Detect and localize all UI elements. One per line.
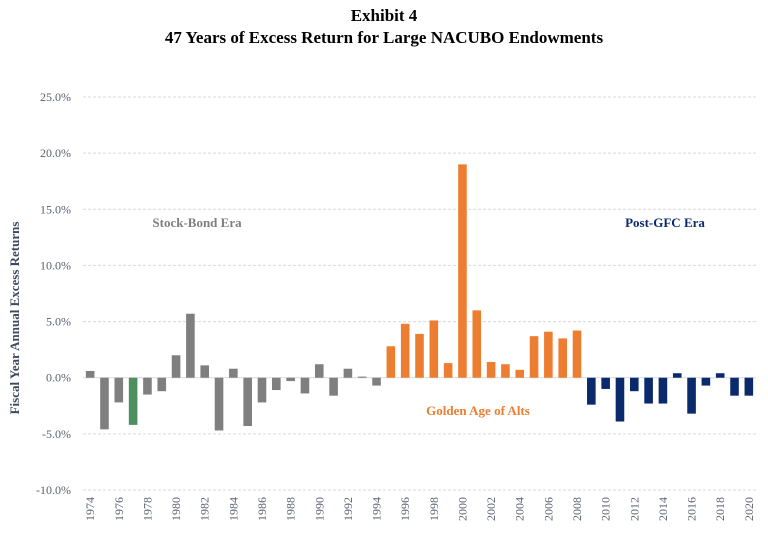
bar-2018 xyxy=(715,373,725,378)
bar-1986 xyxy=(257,377,267,403)
bar-2008 xyxy=(572,330,582,378)
bar-2013 xyxy=(644,377,653,404)
x-tick-label: 1980 xyxy=(169,497,183,521)
x-tick-label: 1978 xyxy=(140,497,154,521)
bar-2015 xyxy=(672,373,682,378)
bar-1978 xyxy=(143,377,152,395)
bar-1979 xyxy=(157,377,167,392)
x-tick-label: 2000 xyxy=(455,497,469,521)
chart-subtitle: 47 Years of Excess Return for Large NACU… xyxy=(164,28,604,47)
bar-2009 xyxy=(587,377,596,405)
era-label-stock-bond: Stock-Bond Era xyxy=(152,215,242,230)
x-tick-label: 1982 xyxy=(198,497,212,521)
bar-1987 xyxy=(272,377,281,391)
bar-1984 xyxy=(229,368,238,378)
bar-2004 xyxy=(515,369,525,378)
era-label-post-gfc: Post-GFC Era xyxy=(625,215,705,230)
bar-2012 xyxy=(629,377,639,392)
x-tick-label: 1976 xyxy=(112,497,126,521)
bars xyxy=(85,164,754,431)
bar-2000 xyxy=(458,164,467,378)
y-tick-label: -5.0% xyxy=(42,427,71,441)
bar-1983 xyxy=(214,377,224,431)
chart-title: Exhibit 4 xyxy=(350,6,418,25)
bar-1994 xyxy=(372,377,381,386)
y-tick-label: -10.0% xyxy=(36,483,71,497)
bar-1974 xyxy=(85,370,95,378)
bar-1993 xyxy=(357,376,367,378)
x-tick-label: 2012 xyxy=(627,497,641,521)
bar-1995 xyxy=(386,346,396,378)
y-tick-label: 0.0% xyxy=(46,371,71,385)
y-tick-label: 20.0% xyxy=(40,146,71,160)
bar-1997 xyxy=(415,333,424,378)
y-tick-label: 5.0% xyxy=(46,315,71,329)
x-tick-label: 2008 xyxy=(570,497,584,521)
bar-2010 xyxy=(601,377,610,389)
bar-1999 xyxy=(443,363,453,378)
x-tick-label: 1992 xyxy=(341,497,355,521)
x-tick-label: 1986 xyxy=(255,497,269,521)
x-tick-label: 2010 xyxy=(599,497,613,521)
x-tick-label: 2016 xyxy=(685,497,699,521)
bar-2019 xyxy=(730,377,739,396)
bar-2011 xyxy=(615,377,625,422)
bar-1990 xyxy=(314,364,324,378)
bar-1998 xyxy=(429,320,439,378)
x-tick-label: 2004 xyxy=(513,497,527,521)
y-tick-label: 10.0% xyxy=(40,258,71,272)
bar-2020 xyxy=(744,377,754,396)
bar-1976 xyxy=(114,377,124,403)
bar-2002 xyxy=(486,361,496,378)
bar-1988 xyxy=(286,377,295,382)
x-tick-label: 2018 xyxy=(713,497,727,521)
bar-2006 xyxy=(544,331,553,378)
x-tick-label: 1994 xyxy=(370,497,384,521)
bar-2014 xyxy=(658,377,668,404)
y-axis-ticks: 25.0% 20.0% 15.0% 10.0% 5.0% 0.0% -5.0% -10.0% xyxy=(36,90,71,497)
x-axis-ticks: 1974 1976 1978 1980 1982 1984 1986 1988 1990 1992… xyxy=(83,497,756,521)
x-tick-label: 1984 xyxy=(226,497,240,521)
bar-2017 xyxy=(701,377,711,386)
bar-1982 xyxy=(200,365,210,378)
y-tick-label: 15.0% xyxy=(40,202,71,216)
bar-1980 xyxy=(171,355,181,378)
bar-1981 xyxy=(186,313,195,378)
bar-2016 xyxy=(687,377,696,414)
x-tick-label: 1996 xyxy=(398,497,412,521)
bar-2003 xyxy=(501,364,510,378)
era-label-golden-age: Golden Age of Alts xyxy=(426,403,530,418)
grid-lines xyxy=(83,96,756,491)
x-tick-label: 1990 xyxy=(312,497,326,521)
x-tick-label: 2002 xyxy=(484,497,498,521)
x-tick-label: 1988 xyxy=(284,497,298,521)
y-tick-label: 25.0% xyxy=(40,90,71,104)
bar-1985 xyxy=(243,377,252,426)
x-tick-label: 2020 xyxy=(742,497,756,521)
x-tick-label: 2014 xyxy=(656,497,670,521)
bar-1991 xyxy=(329,377,338,396)
bar-2007 xyxy=(558,338,567,378)
x-tick-label: 2006 xyxy=(541,497,555,521)
x-tick-label: 1998 xyxy=(427,497,441,521)
bar-1977 xyxy=(128,377,138,425)
bar-1989 xyxy=(300,377,310,394)
bar-2001 xyxy=(472,310,482,378)
x-tick-label: 1974 xyxy=(83,497,97,521)
bar-1992 xyxy=(343,368,353,378)
bar-1996 xyxy=(400,323,410,378)
bar-1975 xyxy=(100,377,109,430)
bar-2005 xyxy=(529,336,539,378)
y-axis-label: Fiscal Year Annual Excess Returns xyxy=(7,222,22,415)
